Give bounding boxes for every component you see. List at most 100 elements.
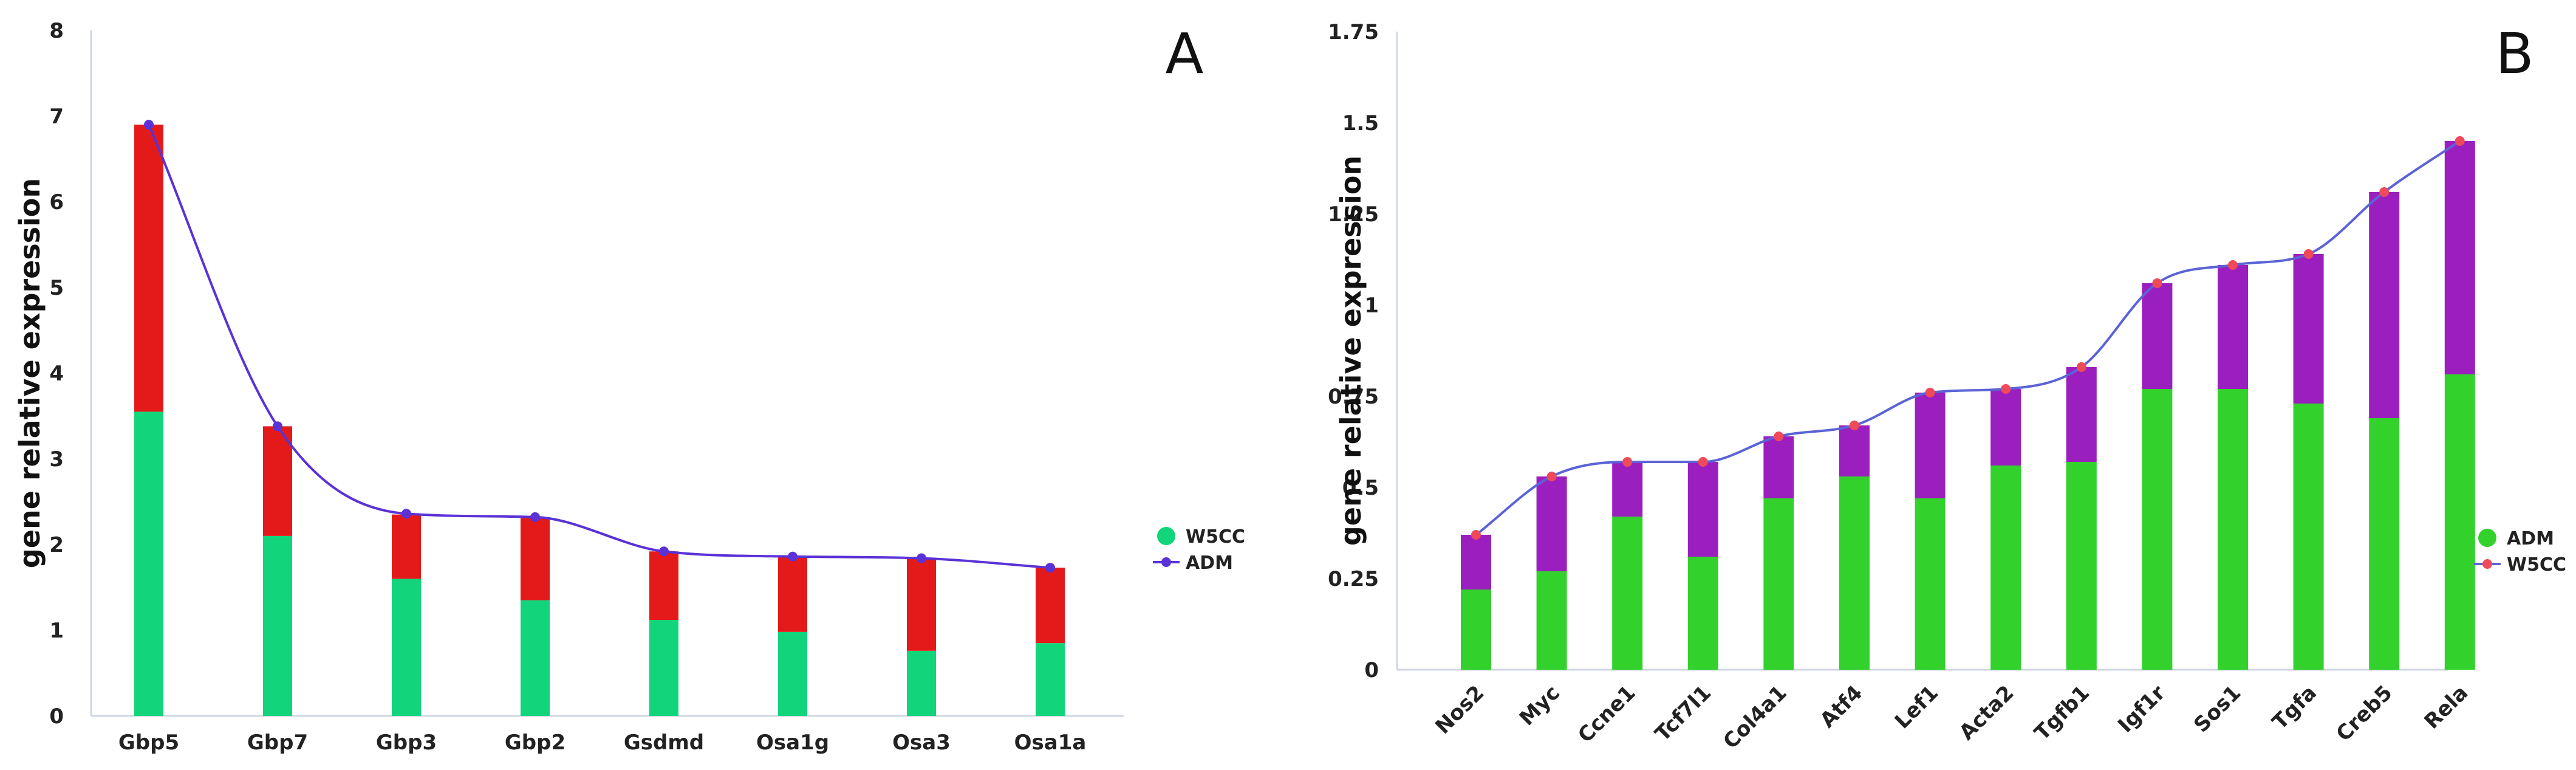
- bar-segment-2: [778, 556, 807, 632]
- line-point: [2455, 136, 2465, 146]
- bar-segment-1: [2369, 418, 2400, 670]
- legend: ADM W5CC: [2474, 528, 2566, 576]
- x-tick-label: Osa1g: [756, 730, 829, 755]
- bar-segment-2: [1461, 535, 1491, 590]
- legend-label: ADM: [2507, 528, 2554, 549]
- x-tick-label: Col4a1: [1718, 681, 1791, 754]
- line-point: [273, 421, 282, 431]
- bar-segment-1: [1839, 476, 1870, 670]
- bar-segment-1: [1461, 590, 1491, 670]
- x-tick-label: Rela: [2420, 681, 2473, 734]
- bar-segment-2: [1036, 568, 1065, 644]
- line-point: [917, 553, 926, 563]
- panel-label: B: [2495, 21, 2533, 86]
- chart-panel-b: 0 0.25 0.5 0.75 1 1.25 1.5 1.75 gene relative ex…: [1328, 20, 2566, 754]
- bar-segment-2: [1536, 476, 1567, 571]
- x-tick-label: Gbp2: [505, 730, 565, 755]
- bar-segment-1: [1612, 517, 1643, 670]
- x-tick-label: Myc: [1515, 681, 1565, 730]
- line-point: [2379, 187, 2390, 197]
- bar-segment-1: [907, 650, 936, 716]
- y-tick-label: 4: [49, 362, 64, 386]
- line-point: [2076, 362, 2086, 372]
- y-tick-label: 0.5: [1342, 476, 1379, 500]
- bar-segment-1: [1036, 643, 1065, 716]
- bar-segment-1: [2066, 462, 2097, 670]
- bar-segment-2: [263, 426, 292, 536]
- bar-segment-2: [2142, 283, 2173, 389]
- bar-segment-2: [649, 551, 678, 620]
- series-line: [148, 124, 1051, 569]
- x-tick-label: Gsdmd: [624, 730, 704, 755]
- line-point: [2001, 384, 2011, 394]
- y-tick-label: 1.5: [1342, 111, 1379, 136]
- bar-segment-1: [392, 579, 421, 716]
- bar-segment-1: [2218, 389, 2248, 670]
- bar-segment-1: [521, 600, 550, 716]
- bar-segment-1: [134, 411, 163, 716]
- bar-segment-2: [2293, 254, 2324, 404]
- bar-segment-2: [1915, 393, 1946, 498]
- line-point: [144, 120, 154, 130]
- legend-swatch-marker: [2482, 559, 2492, 569]
- x-tick-label: Sos1: [2189, 681, 2246, 737]
- x-tick-label: Lef1: [1890, 681, 1943, 734]
- y-tick-label: 0: [1364, 658, 1379, 682]
- bar-segment-2: [2369, 192, 2400, 418]
- x-tick-label: Tcf7l1: [1650, 681, 1716, 746]
- legend-label: ADM: [1186, 552, 1233, 574]
- bar-segment-2: [907, 558, 936, 651]
- legend-label: W5CC: [1186, 526, 1245, 548]
- bar-segment-2: [1990, 389, 2021, 466]
- y-tick-label: 6: [49, 190, 64, 215]
- bar-segment-2: [392, 514, 421, 579]
- x-tick-label: Nos2: [1430, 681, 1489, 739]
- y-tick-label: 8: [49, 19, 64, 43]
- bar-segment-1: [2142, 389, 2173, 670]
- bar-segment-2: [134, 125, 163, 412]
- bar-segment-1: [649, 620, 678, 716]
- legend-label: W5CC: [2507, 554, 2566, 576]
- x-tick-label: Ccne1: [1573, 681, 1640, 748]
- legend-swatch-bar: [2478, 529, 2496, 547]
- line-point: [2228, 260, 2238, 270]
- bar-segment-2: [2066, 367, 2097, 462]
- line-point: [1622, 457, 1633, 467]
- legend-swatch-bar: [1157, 527, 1175, 545]
- x-tick-label: Igf1r: [2113, 681, 2170, 738]
- line-point: [2152, 278, 2162, 288]
- y-tick-label: 7: [49, 105, 64, 129]
- y-axis-label: gene relative expression: [1334, 156, 1367, 546]
- y-tick-label: 1.75: [1328, 20, 1379, 44]
- bar-segment-1: [2293, 404, 2324, 670]
- x-tick-label: Osa3: [892, 730, 951, 755]
- line-point: [1925, 388, 1935, 397]
- x-tick-label: Creb5: [2332, 681, 2397, 746]
- line-point: [2303, 249, 2314, 259]
- bar-segment-1: [1990, 466, 2021, 670]
- bar-segment-2: [1839, 425, 1870, 476]
- line-point: [1850, 421, 1859, 430]
- y-tick-label: 0: [49, 704, 64, 729]
- x-tick-label: Osa1a: [1014, 730, 1087, 755]
- x-tick-label: Gbp3: [376, 730, 437, 755]
- line-point: [1471, 530, 1481, 540]
- x-tick-label: Tgfb1: [2030, 681, 2094, 745]
- panel-label: A: [1166, 21, 1204, 86]
- bar-segment-1: [2444, 374, 2475, 670]
- y-tick-label: 1: [49, 619, 64, 643]
- line-point: [530, 512, 540, 522]
- y-tick-label: 1.25: [1328, 202, 1379, 227]
- chart-panel-a: 0 1 2 3 4 5 6 7 8 gene relative expression A Gbp5 Gb…: [13, 19, 1245, 755]
- line-point: [1774, 431, 1784, 441]
- y-tick-label: 5: [49, 276, 64, 300]
- y-tick-label: 0.25: [1328, 567, 1379, 591]
- bar-segment-2: [2444, 141, 2475, 374]
- line-point: [1698, 457, 1708, 467]
- bar-segment-2: [1763, 436, 1794, 498]
- legend: W5CC ADM: [1153, 526, 1245, 574]
- x-tick-label: Gbp7: [247, 730, 308, 755]
- x-tick-label: Acta2: [1955, 681, 2019, 745]
- legend-swatch-marker: [1161, 557, 1171, 567]
